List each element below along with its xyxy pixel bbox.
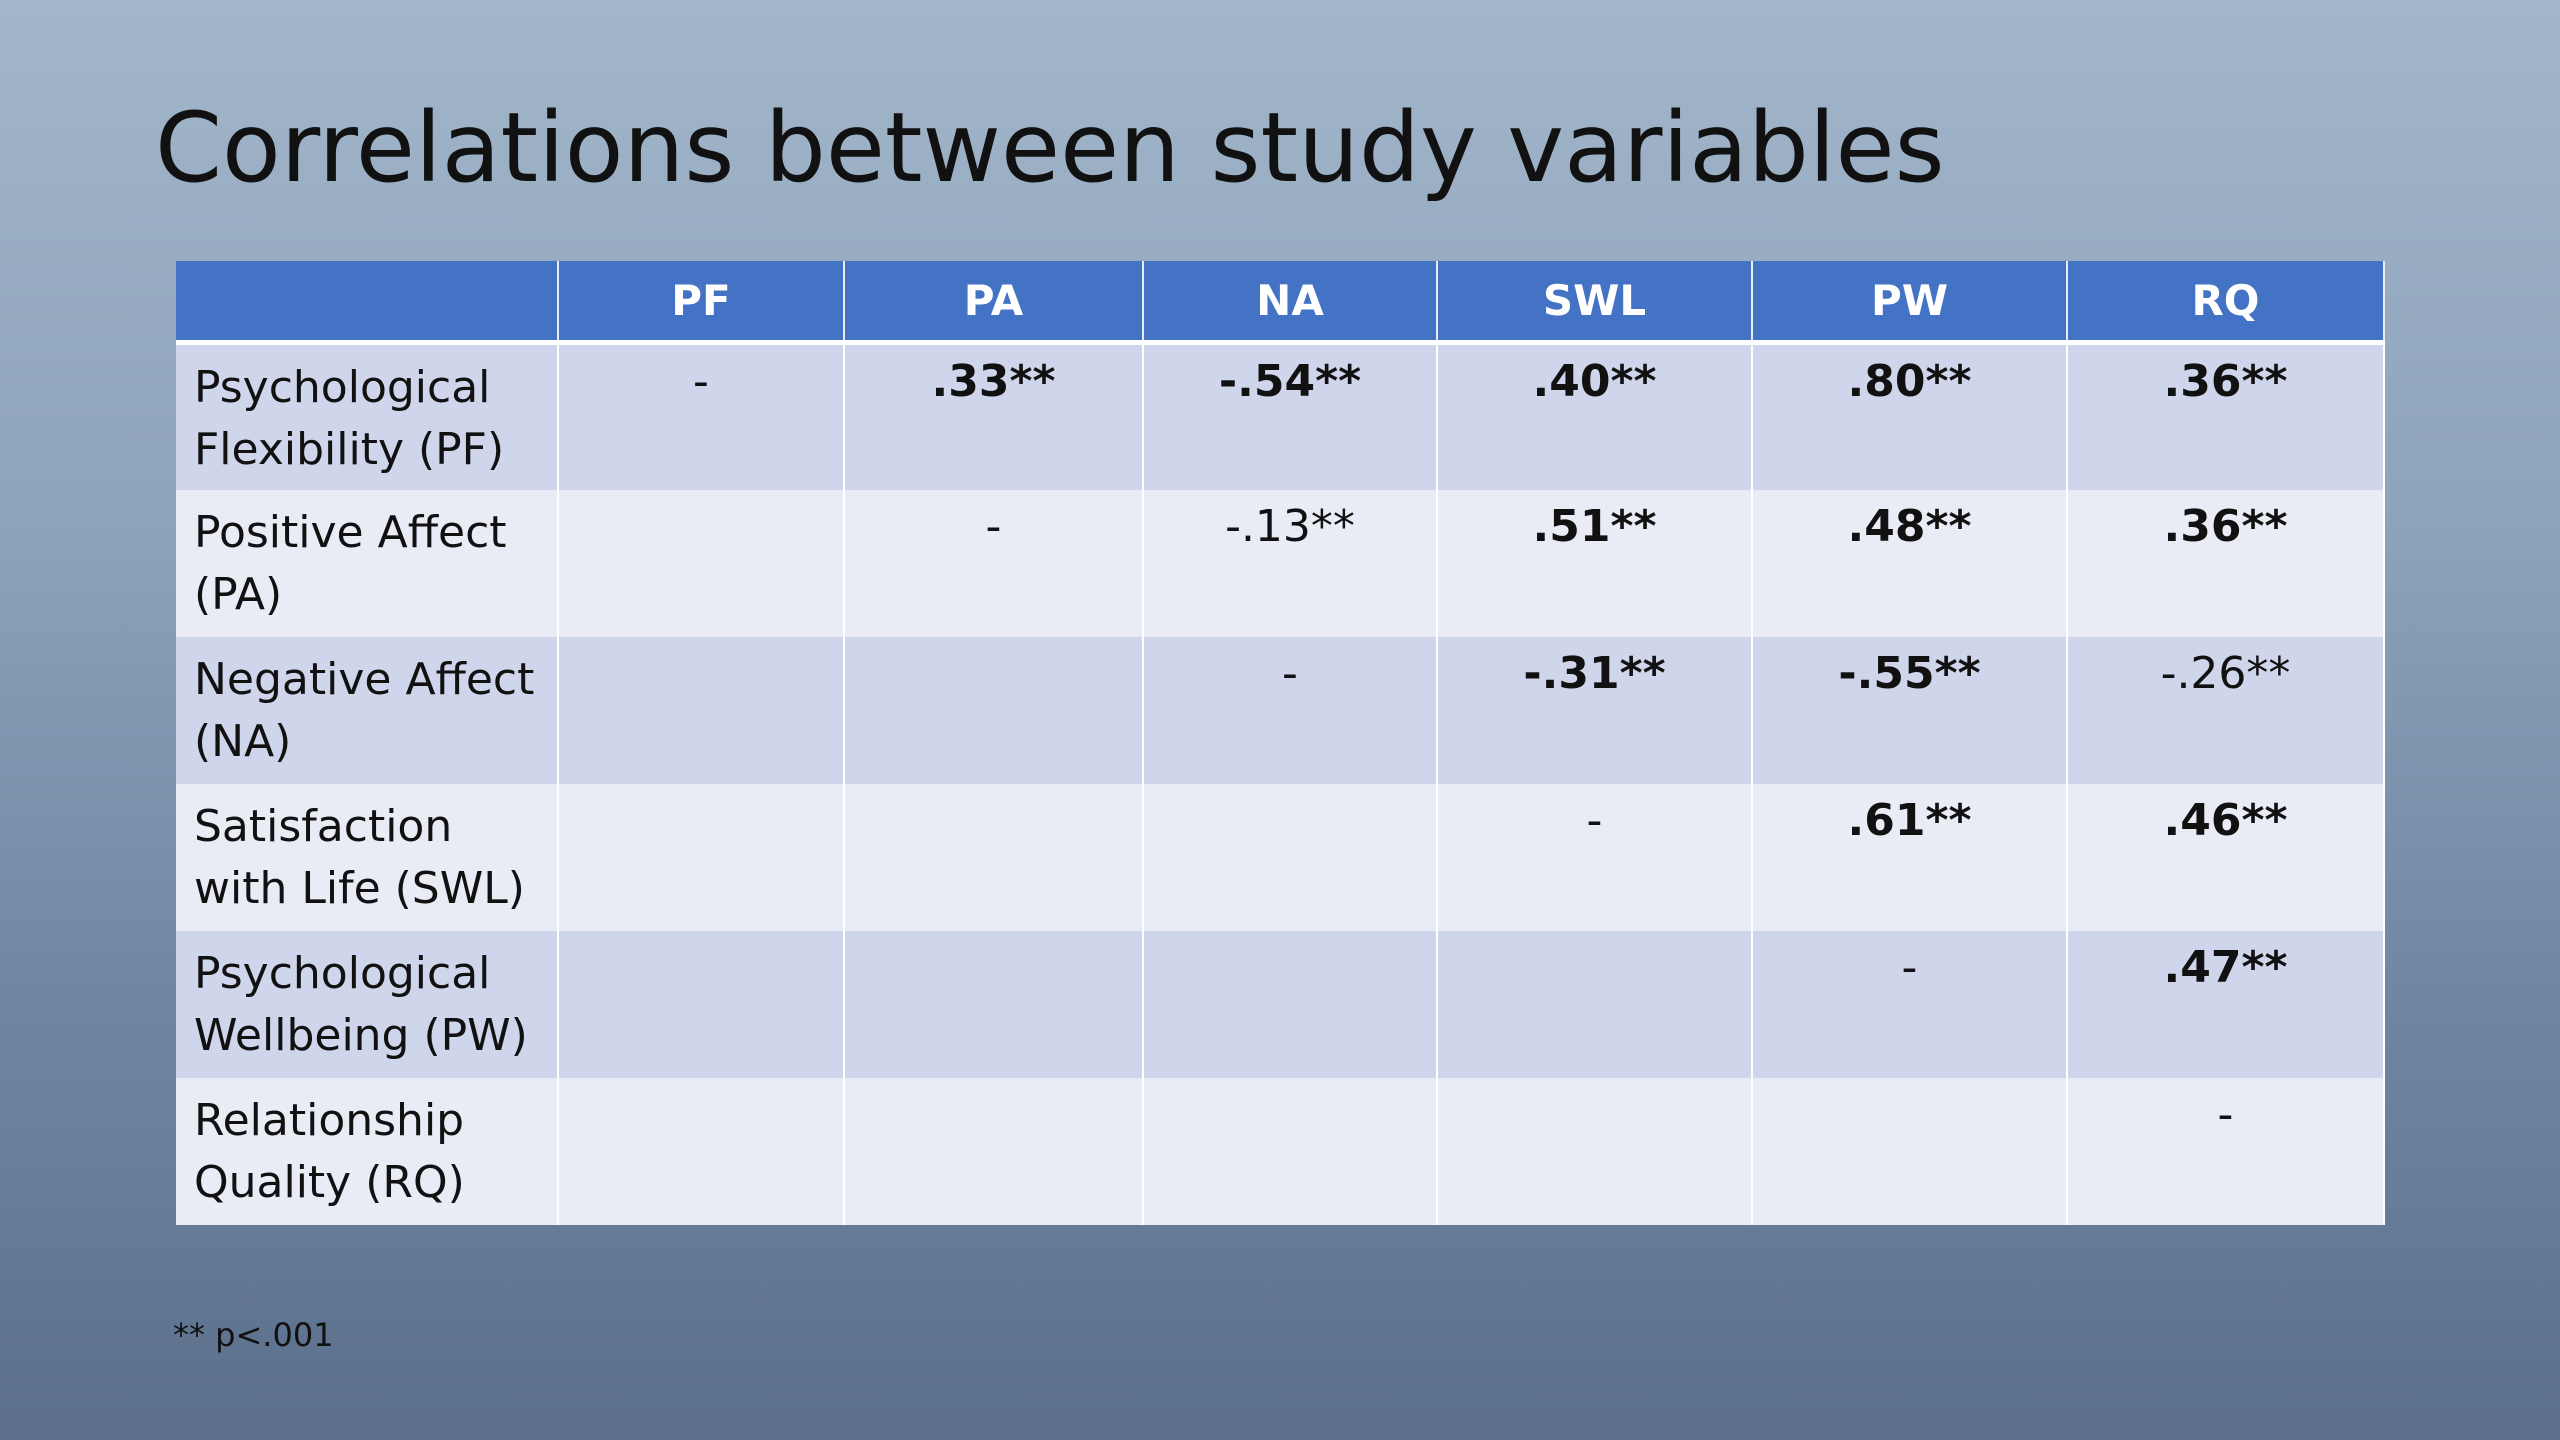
table-body: Psychological Flexibility (PF) - .33** -.54… <box>176 342 2385 1225</box>
value-cell: -.55** <box>1752 636 2068 784</box>
value-cell: -.13** <box>1143 489 1438 637</box>
value-cell: -.26** <box>2067 636 2385 784</box>
slide-title: Correlations between study variables <box>155 92 1945 204</box>
value-cell: .61** <box>1752 783 2068 931</box>
value-cell <box>558 783 845 931</box>
row-label: Negative Affect (NA) <box>176 636 559 784</box>
value-cell: .36** <box>2067 489 2385 637</box>
header-cell: PA <box>844 261 1144 345</box>
value-cell <box>1143 930 1438 1078</box>
value-cell: -.54** <box>1143 342 1438 490</box>
value-cell <box>1437 1077 1753 1225</box>
row-label: Psychological Flexibility (PF) <box>176 342 559 490</box>
value-cell <box>558 636 845 784</box>
row-label: Psychological Wellbeing (PW) <box>176 930 559 1078</box>
value-cell: - <box>1752 930 2068 1078</box>
table-row: Psychological Wellbeing (PW) - .47** <box>176 930 2385 1078</box>
value-cell: - <box>1437 783 1753 931</box>
value-cell: .48** <box>1752 489 2068 637</box>
correlation-table: PF PA NA SWL PW RQ Psychological Flexibility … <box>176 261 2385 1225</box>
value-cell: - <box>2067 1077 2385 1225</box>
value-cell <box>558 489 845 637</box>
row-label: Relationship Quality (RQ) <box>176 1077 559 1225</box>
value-cell: .40** <box>1437 342 1753 490</box>
table-row: Relationship Quality (RQ) - <box>176 1077 2385 1225</box>
value-cell <box>1437 930 1753 1078</box>
row-label: Satisfaction with Life (SWL) <box>176 783 559 931</box>
value-cell <box>1752 1077 2068 1225</box>
value-cell: .33** <box>844 342 1144 490</box>
header-row: PF PA NA SWL PW RQ <box>176 261 2385 345</box>
value-cell <box>1143 783 1438 931</box>
value-cell: -.31** <box>1437 636 1753 784</box>
header-cell <box>176 261 559 345</box>
value-cell: - <box>844 489 1144 637</box>
value-cell: .46** <box>2067 783 2385 931</box>
value-cell: .80** <box>1752 342 2068 490</box>
value-cell <box>558 1077 845 1225</box>
value-cell <box>844 783 1144 931</box>
value-cell: - <box>558 342 845 490</box>
header-cell: SWL <box>1437 261 1753 345</box>
table-row: Satisfaction with Life (SWL) - .61** .46** <box>176 783 2385 931</box>
header-cell: RQ <box>2067 261 2385 345</box>
header-cell: PF <box>558 261 845 345</box>
table-row: Psychological Flexibility (PF) - .33** -.54… <box>176 342 2385 490</box>
value-cell <box>1143 1077 1438 1225</box>
value-cell: .36** <box>2067 342 2385 490</box>
value-cell <box>844 636 1144 784</box>
table-row: Positive Affect (PA) - -.13** .51** .48** .36… <box>176 489 2385 637</box>
value-cell <box>844 1077 1144 1225</box>
value-cell: .51** <box>1437 489 1753 637</box>
value-cell: - <box>1143 636 1438 784</box>
header-cell: PW <box>1752 261 2068 345</box>
value-cell <box>844 930 1144 1078</box>
value-cell <box>558 930 845 1078</box>
header-cell: NA <box>1143 261 1438 345</box>
value-cell: .47** <box>2067 930 2385 1078</box>
footnote: ** p<.001 <box>173 1316 334 1354</box>
table-row: Negative Affect (NA) - -.31** -.55** -.26** <box>176 636 2385 784</box>
row-label: Positive Affect (PA) <box>176 489 559 637</box>
